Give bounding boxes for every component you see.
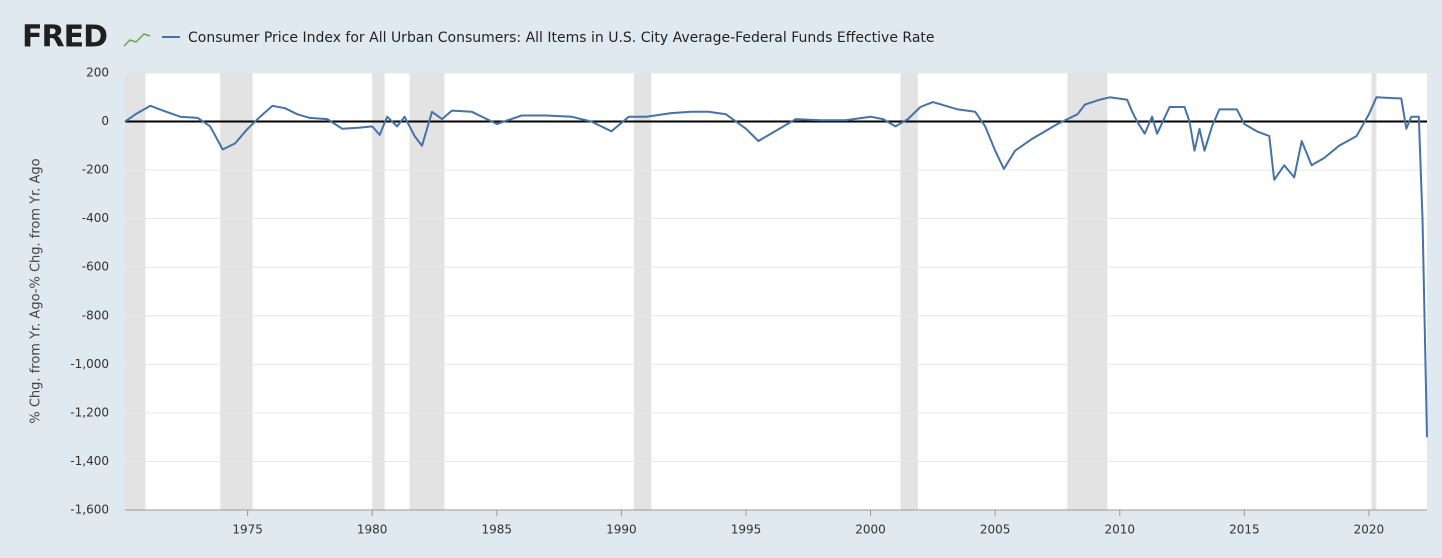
recession-band [125, 73, 146, 510]
y-tick-label: -200 [82, 163, 109, 177]
y-tick-label: -1,400 [70, 454, 109, 468]
recession-band [633, 73, 652, 510]
y-tick-label: -400 [82, 211, 109, 225]
y-tick-label: -1,200 [70, 405, 109, 419]
x-tick-label: 1985 [482, 523, 513, 537]
x-tick-label: 1995 [731, 523, 762, 537]
x-tick-label: 1980 [357, 523, 388, 537]
y-tick-label: 0 [101, 114, 109, 128]
x-tick-label: 2015 [1229, 523, 1260, 537]
y-tick-label: -1,000 [70, 357, 109, 371]
recession-band [372, 73, 385, 510]
recession-band [1371, 73, 1377, 510]
y-tick-label: -1,600 [70, 503, 109, 517]
y-axis-label: % Chg. from Yr. Ago-% Chg. from Yr. Ago [29, 158, 44, 423]
x-tick-label: 1990 [606, 523, 637, 537]
recession-band [220, 73, 253, 510]
logo: FRED [22, 20, 107, 55]
recession-band [409, 73, 445, 510]
x-tick-label: 2010 [1104, 523, 1135, 537]
x-tick-label: 1975 [232, 523, 263, 537]
y-tick-label: -600 [82, 260, 109, 274]
logo-icon [123, 33, 151, 47]
recession-band [1067, 73, 1108, 510]
x-tick-label: 2020 [1354, 523, 1385, 537]
data-line [124, 96, 1428, 438]
y-tick-label: 200 [86, 66, 109, 80]
y-tick-label: -800 [82, 308, 109, 322]
recession-band [900, 73, 918, 510]
chart-title: Consumer Price Index for All Urban Consu… [188, 30, 935, 46]
x-tick-label: 2005 [980, 523, 1011, 537]
plot-area [125, 73, 1427, 510]
x-tick-label: 2000 [855, 523, 886, 537]
